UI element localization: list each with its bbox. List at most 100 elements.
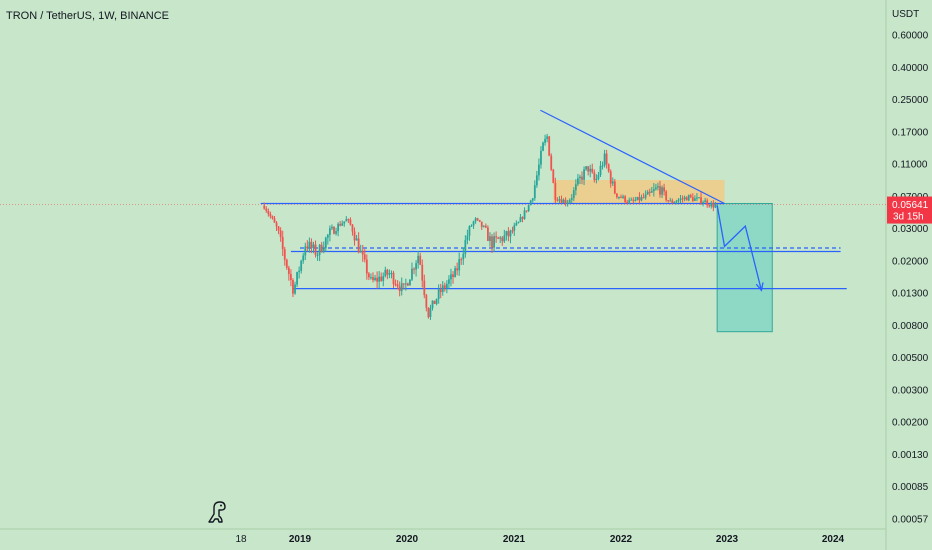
- candle: [529, 199, 532, 206]
- candle: [667, 199, 670, 203]
- candle: [581, 171, 583, 185]
- candle: [458, 252, 461, 276]
- target-box[interactable]: [716, 202, 773, 333]
- projection-arrow-path[interactable]: [716, 205, 763, 291]
- candle: [400, 277, 403, 296]
- candle-countdown: 3d 15h: [893, 212, 924, 223]
- candle: [279, 227, 282, 242]
- y-tick-label: 0.40000: [892, 63, 929, 74]
- candle: [611, 177, 614, 186]
- candle: [503, 229, 506, 244]
- candle: [345, 216, 348, 222]
- x-tick-label: 18: [235, 534, 247, 545]
- candle: [343, 221, 346, 227]
- candle: [357, 232, 360, 254]
- candle: [285, 258, 288, 270]
- candle: [476, 217, 479, 221]
- candle: [527, 204, 530, 213]
- dinosaur-icon[interactable]: [208, 501, 226, 523]
- candle: [302, 252, 305, 264]
- candle: [636, 196, 639, 201]
- consolidation-box[interactable]: [553, 179, 725, 204]
- candle: [609, 169, 612, 188]
- candle: [361, 244, 364, 262]
- candle: [499, 235, 502, 244]
- candle: [411, 262, 413, 281]
- candle: [661, 185, 663, 199]
- candle: [489, 232, 491, 247]
- y-tick-label: 0.60000: [892, 31, 929, 42]
- y-tick-label: 0.01300: [892, 289, 929, 300]
- candle: [624, 195, 627, 204]
- candle: [681, 195, 684, 203]
- candle: [445, 280, 448, 294]
- candle: [517, 221, 520, 224]
- candle: [546, 133, 549, 143]
- candle: [630, 197, 633, 201]
- candle: [402, 283, 405, 290]
- candle: [640, 194, 643, 202]
- candle: [470, 224, 473, 227]
- candle: [433, 300, 436, 304]
- candle: [654, 183, 657, 191]
- y-tick-label: 0.00200: [892, 418, 929, 429]
- candle: [329, 225, 331, 242]
- candle: [550, 153, 553, 171]
- y-tick-label: 0.00130: [892, 450, 929, 461]
- candle: [706, 198, 709, 208]
- candle: [646, 189, 649, 195]
- candle: [419, 252, 422, 266]
- y-tick-label: 0.00500: [892, 353, 929, 364]
- candle: [603, 149, 606, 168]
- resistance-trendline[interactable]: [540, 109, 725, 205]
- candle: [468, 225, 471, 241]
- candle: [696, 193, 698, 202]
- candle: [632, 197, 635, 204]
- candle: [359, 244, 362, 253]
- candle: [363, 249, 366, 263]
- candle: [439, 283, 442, 299]
- candle: [460, 257, 463, 265]
- y-tick-label: 0.17000: [892, 127, 929, 138]
- candle: [618, 196, 620, 200]
- candle: [556, 197, 559, 202]
- candle: [480, 221, 483, 230]
- candle: [384, 266, 387, 278]
- candle: [269, 211, 272, 219]
- candle: [355, 235, 358, 241]
- candle: [388, 269, 391, 279]
- candle: [669, 197, 672, 202]
- candle: [335, 227, 337, 236]
- candle: [429, 304, 432, 320]
- candle: [560, 195, 563, 204]
- candle: [277, 226, 280, 235]
- candle: [331, 224, 333, 231]
- candle: [628, 197, 631, 205]
- candle: [378, 271, 381, 289]
- candle: [448, 275, 450, 289]
- candle: [326, 233, 329, 245]
- candle: [298, 266, 301, 279]
- candle: [380, 272, 383, 282]
- candle: [710, 200, 713, 209]
- candle: [287, 265, 290, 281]
- candle: [441, 280, 444, 296]
- candle: [570, 194, 573, 204]
- candle: [663, 183, 665, 196]
- candle: [265, 206, 268, 213]
- x-tick-label: 2023: [716, 534, 739, 545]
- candle: [683, 195, 686, 202]
- currency-label: USDT: [892, 9, 919, 20]
- candle: [652, 183, 655, 197]
- candle: [281, 230, 284, 256]
- candle: [390, 270, 393, 279]
- candle: [704, 197, 707, 203]
- candle: [324, 236, 327, 252]
- candle: [568, 198, 571, 204]
- candle: [474, 217, 477, 224]
- price-axis-panel[interactable]: [887, 0, 932, 550]
- candle: [572, 187, 575, 202]
